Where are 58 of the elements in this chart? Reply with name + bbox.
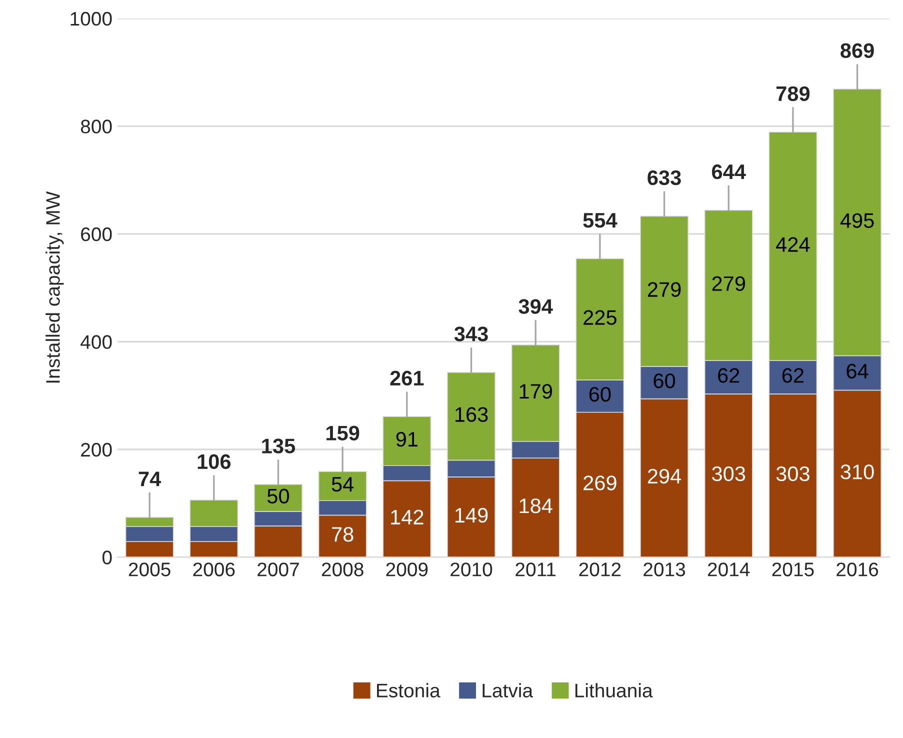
x-tick-label: 2005 (128, 562, 170, 576)
total-label: 261 (390, 370, 424, 386)
total-label: 633 (648, 170, 681, 186)
total-label: 135 (262, 438, 296, 454)
data-label: 62 (782, 368, 804, 383)
data-label: 303 (712, 466, 746, 482)
total-label: 343 (454, 326, 488, 342)
data-label: 60 (654, 373, 676, 388)
y-axis-title: Installed capacity, MW (46, 191, 64, 383)
data-label: 310 (840, 464, 874, 480)
data-label: 91 (396, 432, 418, 447)
x-tick-label: 2012 (579, 562, 621, 576)
data-label: 495 (840, 213, 874, 228)
legend-label: Estonia (377, 683, 440, 698)
data-label: 64 (846, 364, 868, 379)
y-tick-label: 1000 (70, 12, 112, 26)
total-label: 869 (840, 43, 874, 58)
data-label: 269 (584, 476, 616, 490)
data-label: 279 (712, 276, 745, 291)
data-label: 163 (455, 407, 488, 422)
total-label: 644 (712, 164, 746, 180)
x-tick-label: 2011 (516, 562, 556, 576)
data-label: 54 (332, 477, 354, 492)
data-label: 179 (520, 384, 552, 399)
data-label: 225 (584, 310, 616, 325)
total-label: 789 (776, 86, 810, 102)
x-tick-label: 2007 (258, 562, 299, 576)
x-tick-label: 2006 (193, 562, 235, 576)
data-label: 279 (648, 282, 681, 297)
data-label: 142 (391, 510, 424, 524)
data-label: 303 (776, 466, 810, 482)
total-label: 159 (326, 426, 360, 440)
data-label: 78 (332, 527, 354, 542)
y-tick-label: 400 (80, 335, 112, 349)
y-tick-label: 800 (80, 120, 112, 134)
y-tick-label: 0 (102, 550, 112, 564)
data-label: 424 (776, 237, 810, 252)
x-tick-label: 2008 (322, 562, 364, 576)
data-label: 60 (589, 386, 611, 402)
x-tick-label: 2015 (772, 562, 814, 576)
legend-label: Lithuania (575, 683, 653, 698)
total-label: 394 (518, 299, 553, 314)
data-label: 294 (648, 468, 682, 484)
data-label: 184 (520, 498, 552, 514)
y-tick-label: 600 (81, 227, 112, 242)
y-tick-label: 200 (81, 442, 112, 457)
total-label: 74 (138, 472, 162, 486)
data-label: 149 (455, 508, 488, 523)
x-tick-label: 2009 (386, 562, 428, 576)
x-tick-label: 2013 (644, 562, 686, 576)
total-label: 106 (198, 454, 231, 470)
legend-label: Latvia (482, 683, 534, 698)
x-tick-label: 2014 (708, 562, 750, 576)
x-tick-label: 2010 (450, 562, 492, 576)
data-label: 50 (267, 488, 290, 504)
total-label: 554 (583, 213, 618, 228)
data-label: 62 (718, 368, 740, 383)
x-tick-label: 2016 (836, 562, 878, 576)
